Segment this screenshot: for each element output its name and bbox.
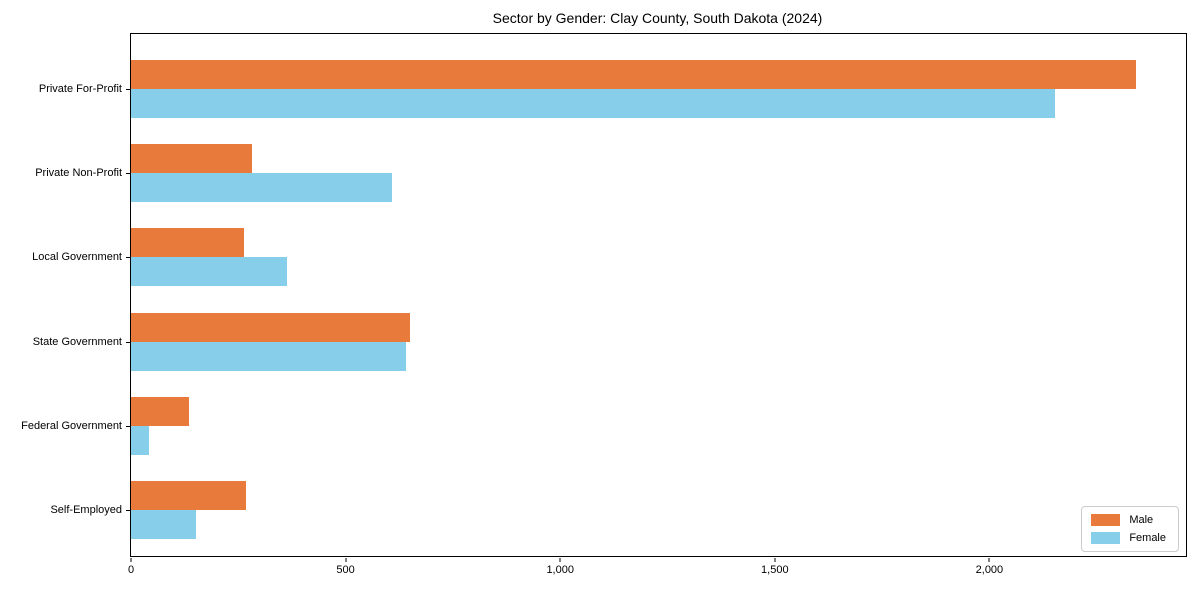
ytick-mark-private-for-profit <box>126 89 130 90</box>
ytick-label-state-government: State Government <box>32 335 122 348</box>
ytick-label-private-non-profit: Private Non-Profit <box>35 167 122 180</box>
plot-area: Male Female Private For-Profit Private Non… <box>21 33 1187 576</box>
xtick-mark-1000 <box>559 558 561 562</box>
bar-female-federal-government <box>131 425 150 455</box>
xtick-mark-0 <box>130 558 132 562</box>
legend-entry-male: Male <box>1091 514 1166 526</box>
bar-male-private-for-profit <box>131 60 1136 89</box>
ytick-label-self-employed: Self-Employed <box>50 504 122 516</box>
xtick-label-1500: 1,500 <box>761 564 789 576</box>
chart-title: Sector by Gender: Clay County, South Dak… <box>492 10 823 26</box>
ytick-label-private-for-profit: Private For-Profit <box>38 83 122 95</box>
xtick-label-500: 500 <box>336 564 355 576</box>
ytick-mark-state-government <box>126 341 130 343</box>
ytick-label-federal-government: Federal Government <box>21 419 122 432</box>
bar-female-private-non-profit <box>131 173 393 203</box>
legend-entry-female: Female <box>1091 532 1166 544</box>
bar-female-local-government <box>131 257 287 287</box>
xtick-mark-1500 <box>774 558 776 562</box>
ytick-mark-local-government <box>126 257 130 259</box>
ytick-mark-private-non-profit <box>126 173 130 175</box>
bar-female-self-employed <box>131 510 196 539</box>
xtick-label-2000: 2,000 <box>975 564 1004 576</box>
legend-swatch-male <box>1091 514 1121 526</box>
bar-male-self-employed <box>131 481 246 510</box>
bar-male-federal-government <box>131 396 189 426</box>
legend-label-female: Female <box>1129 532 1166 544</box>
legend-swatch-female <box>1091 532 1121 544</box>
bar-male-local-government <box>131 228 245 258</box>
xtick-mark-2000 <box>988 558 990 562</box>
bar-female-private-for-profit <box>131 89 1056 118</box>
bar-male-private-non-profit <box>131 144 252 174</box>
legend-label-male: Male <box>1129 514 1154 526</box>
legend: Male Female <box>1081 506 1179 552</box>
ytick-label-local-government: Local Government <box>32 251 122 264</box>
ytick-mark-federal-government <box>126 425 130 427</box>
xtick-label-1000: 1,000 <box>546 564 574 576</box>
xtick-mark-500 <box>345 558 347 562</box>
bar-male-state-government <box>131 312 410 342</box>
xtick-label-0: 0 <box>127 564 135 576</box>
ytick-mark-self-employed <box>126 510 130 511</box>
bar-female-state-government <box>131 341 406 371</box>
